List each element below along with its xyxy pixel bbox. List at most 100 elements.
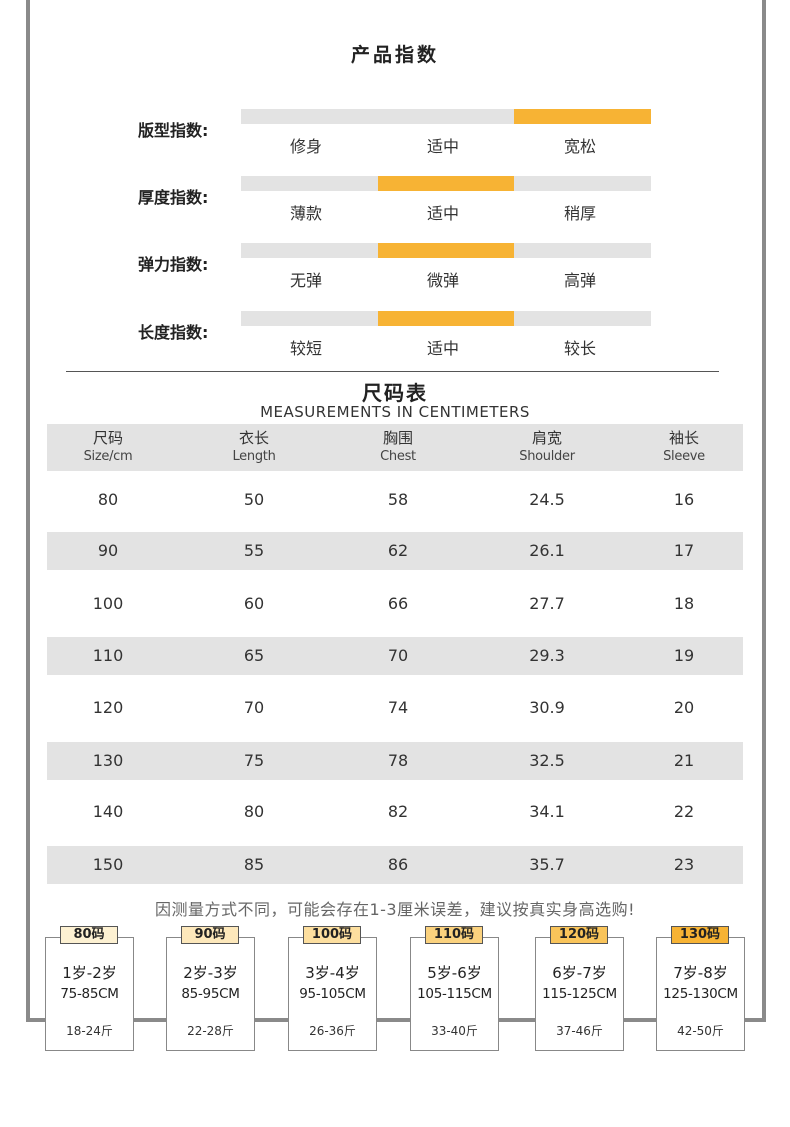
- table-cell: 70: [243, 698, 265, 717]
- size-card-height: 75-85CM: [60, 986, 119, 1002]
- size-card-tag: 120码: [550, 926, 608, 944]
- index-label: 弹力指数:: [138, 255, 209, 274]
- header-label-cn: 袖长: [668, 429, 699, 447]
- table-cell: 100: [92, 594, 124, 613]
- index-label: 厚度指数:: [138, 188, 209, 207]
- size-card-height: 95-105CM: [299, 986, 366, 1002]
- table-cell: 60: [243, 594, 265, 613]
- table-cell: 70: [387, 646, 409, 665]
- size-card-height: 105-115CM: [417, 986, 492, 1002]
- size-table-subtitle: MEASUREMENTS IN CENTIMETERS: [260, 403, 530, 421]
- table-cell: 58: [387, 490, 409, 509]
- index-option: 薄款: [289, 204, 322, 223]
- index-option: 宽松: [563, 137, 596, 156]
- table-cell: 150: [92, 855, 124, 874]
- index-bar: [241, 243, 651, 258]
- table-row: 120 70 74 30.9 20: [47, 689, 743, 727]
- index-bar-active-segment: [514, 109, 652, 124]
- index-row: 版型指数: 修身 适中 宽松: [0, 109, 790, 169]
- index-bar-segment: [514, 311, 651, 326]
- table-cell: 110: [92, 646, 124, 665]
- index-option: 修身: [289, 137, 322, 156]
- index-bar-segment: [514, 176, 651, 191]
- header-label-cn: 衣长: [238, 429, 269, 447]
- size-table-title: 尺码表: [362, 381, 428, 405]
- size-card-age: 6岁-7岁: [552, 964, 607, 982]
- size-card-age: 5岁-6岁: [427, 964, 482, 982]
- size-card: 7岁-8岁 125-130CM 42-50斤: [656, 937, 745, 1051]
- table-header-cell: 胸围 Chest: [328, 429, 468, 466]
- index-row: 弹力指数: 无弹 微弹 高弹: [0, 243, 790, 303]
- table-row: 130 75 78 32.5 21: [47, 742, 743, 780]
- size-card-height: 115-125CM: [542, 986, 617, 1002]
- size-card-height: 125-130CM: [663, 986, 738, 1002]
- index-bar-segment: [241, 176, 378, 191]
- table-cell: 34.1: [529, 802, 565, 821]
- index-label: 版型指数:: [138, 121, 209, 140]
- table-cell: 65: [243, 646, 265, 665]
- table-cell: 86: [387, 855, 409, 874]
- size-card-age: 3岁-4岁: [305, 964, 360, 982]
- measurement-note: 因测量方式不同，可能会存在1-3厘米误差，建议按真实身高选购!: [154, 900, 636, 919]
- index-row: 厚度指数: 薄款 适中 稍厚: [0, 176, 790, 236]
- table-row: 80 50 58 24.5 16: [47, 481, 743, 519]
- table-cell: 80: [97, 490, 119, 509]
- index-bar-segment: [378, 109, 515, 124]
- header-label-en: Chest: [380, 449, 416, 464]
- table-cell: 62: [387, 541, 409, 560]
- table-header-cell: 肩宽 Shoulder: [477, 429, 617, 466]
- header-label-en: Length: [232, 449, 276, 464]
- frame-bottom-border: [26, 1018, 766, 1022]
- section-divider: [66, 371, 719, 372]
- table-row: 110 65 70 29.3 19: [47, 637, 743, 675]
- size-card-tag: 80码: [60, 926, 118, 944]
- index-row: 长度指数: 较短 适中 较长: [0, 311, 790, 371]
- table-cell: 140: [92, 802, 124, 821]
- frame-left-border: [26, 0, 30, 1022]
- header-label-cn: 尺码: [92, 429, 123, 447]
- table-cell: 29.3: [529, 646, 565, 665]
- table-cell: 16: [673, 490, 695, 509]
- size-card-age: 7岁-8岁: [673, 964, 728, 982]
- table-cell: 27.7: [529, 594, 565, 613]
- size-card-tag: 130码: [671, 926, 729, 944]
- size-table-header: 尺码 Size/cm 衣长 Length 胸围 Chest 肩宽 Shoulder 袖长 Slee…: [47, 424, 743, 471]
- index-option: 无弹: [289, 271, 322, 290]
- table-cell: 90: [97, 541, 119, 560]
- size-card-weight: 18-24斤: [66, 1024, 113, 1038]
- table-cell: 74: [387, 698, 409, 717]
- table-cell: 55: [243, 541, 265, 560]
- table-cell: 30.9: [529, 698, 565, 717]
- size-card-age: 1岁-2岁: [62, 964, 117, 982]
- table-cell: 23: [673, 855, 695, 874]
- table-cell: 75: [243, 751, 265, 770]
- table-cell: 80: [243, 802, 265, 821]
- size-card-height: 85-95CM: [181, 986, 240, 1002]
- size-card-weight: 26-36斤: [309, 1024, 356, 1038]
- header-label-cn: 胸围: [382, 429, 413, 447]
- table-cell: 26.1: [529, 541, 565, 560]
- table-cell: 50: [243, 490, 265, 509]
- size-card-weight: 42-50斤: [677, 1024, 724, 1038]
- table-cell: 82: [387, 802, 409, 821]
- table-header-cell: 衣长 Length: [184, 429, 324, 466]
- index-option: 高弹: [563, 271, 596, 290]
- header-label-en: Size/cm: [83, 449, 133, 464]
- table-header-cell: 尺码 Size/cm: [38, 429, 178, 466]
- size-card-weight: 33-40斤: [431, 1024, 478, 1038]
- size-card-tag: 90码: [181, 926, 239, 944]
- table-cell: 21: [673, 751, 695, 770]
- index-bar: [241, 176, 651, 191]
- table-cell: 85: [243, 855, 265, 874]
- size-card: 5岁-6岁 105-115CM 33-40斤: [410, 937, 499, 1051]
- table-row: 90 55 62 26.1 17: [47, 532, 743, 570]
- size-card-tag: 100码: [303, 926, 361, 944]
- index-option: 微弹: [426, 271, 459, 290]
- table-cell: 18: [673, 594, 695, 613]
- frame-right-border: [762, 0, 766, 1022]
- header-label-en: Sleeve: [663, 449, 705, 464]
- table-header-cell: 袖长 Sleeve: [614, 429, 754, 466]
- header-label-cn: 肩宽: [531, 429, 562, 447]
- product-index-title: 产品指数: [350, 44, 439, 66]
- size-card: 1岁-2岁 75-85CM 18-24斤: [45, 937, 134, 1051]
